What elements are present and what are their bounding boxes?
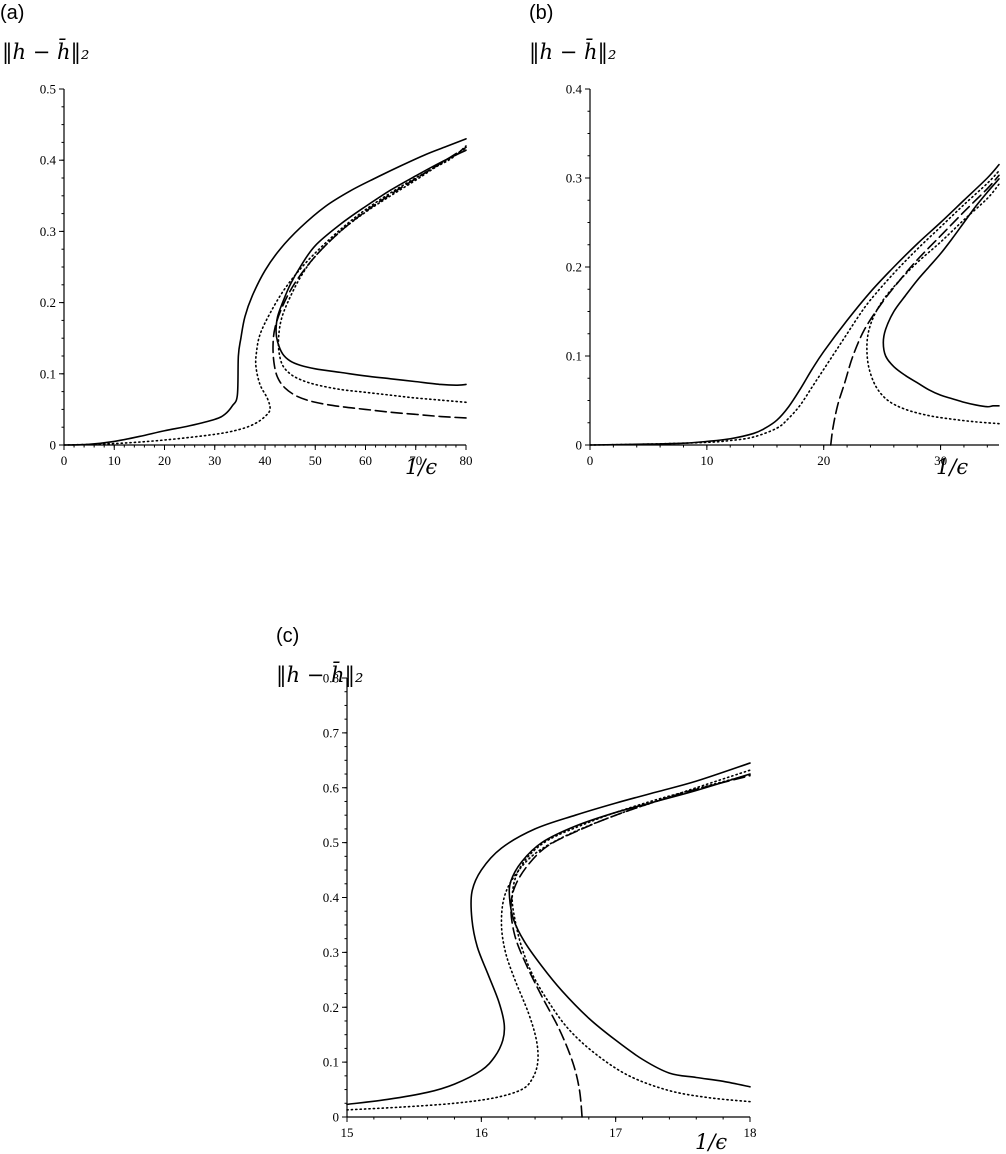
x-tick-label: 20 xyxy=(817,453,830,468)
panel-c-x-axis-title: 1/ϵ xyxy=(695,1130,727,1154)
y-tick-label: 0.7 xyxy=(323,725,340,740)
panel-c: (c) ‖h − h̄‖₂ 1/ϵ 15 16 17 18 0 0.1 0.2 0.3 0.4 0… xyxy=(276,625,757,1154)
series-b-1-solid xyxy=(589,163,1000,446)
x-tick-label: 10 xyxy=(108,453,121,468)
y-tick-label: 0.1 xyxy=(566,349,582,364)
series-c-5-dashed xyxy=(510,774,751,1118)
series-c-2-solid xyxy=(508,773,751,1088)
y-tick-label: 0.3 xyxy=(40,224,56,239)
x-tick-label: 10 xyxy=(700,453,713,468)
x-tick-label: 50 xyxy=(309,453,322,468)
panel-b-ticks: 0 10 20 30 0 0.1 0.2 0.3 0.4 xyxy=(566,82,988,468)
panel-c-y-axis-title: ‖h − h̄‖₂ xyxy=(276,661,363,688)
panel-c-series xyxy=(346,762,751,1118)
panel-b: (b) ‖h − h̄‖₂ 1/ϵ 0 10 20 30 0 0.1 0.2 0.3 0.4 xyxy=(529,2,1000,479)
x-tick-label: 18 xyxy=(744,1125,757,1140)
series-a-2-solid xyxy=(275,149,467,386)
x-tick-label: 80 xyxy=(460,453,473,468)
panel-a-series xyxy=(63,138,467,446)
y-tick-label: 0.1 xyxy=(40,366,56,381)
panel-c-ticks: 15 16 17 18 0 0.1 0.2 0.3 0.4 0.5 0.6 0.7 0.8 xyxy=(323,671,757,1141)
panel-a: (a) ‖h − h̄‖₂ 1/ϵ 0 10 20 30 40 50 60 70 8000.10… xyxy=(0,2,473,479)
y-tick-label: 0 xyxy=(50,438,57,453)
x-tick-label: 15 xyxy=(341,1125,354,1140)
panel-b-series xyxy=(589,163,1000,446)
y-tick-label: 0.2 xyxy=(566,260,582,275)
series-a-5-dashed xyxy=(272,146,467,419)
x-tick-label: 17 xyxy=(609,1125,623,1140)
panel-a-y-axis-title: ‖h − h̄‖₂ xyxy=(2,38,89,65)
series-c-1-solid xyxy=(346,762,751,1106)
x-tick-label: 70 xyxy=(409,453,422,468)
panel-a-label: (a) xyxy=(0,2,24,24)
series-b-5-dashed xyxy=(829,174,1000,446)
y-tick-label: 0.5 xyxy=(323,835,339,850)
y-tick-label: 0.4 xyxy=(566,82,583,97)
series-b-3-dotted xyxy=(589,170,1000,446)
x-tick-label: 30 xyxy=(934,453,947,468)
y-tick-label: 0 xyxy=(333,1110,340,1125)
series-b-2-solid xyxy=(882,178,1000,408)
y-tick-label: 0 xyxy=(576,438,583,453)
y-tick-label: 0.5 xyxy=(40,82,56,97)
x-tick-label: 0 xyxy=(587,453,594,468)
y-tick-label: 0.2 xyxy=(323,1000,339,1015)
x-tick-label: 0 xyxy=(61,453,68,468)
y-tick-label: 0.2 xyxy=(40,295,56,310)
x-tick-label: 40 xyxy=(259,453,272,468)
series-a-4-dotted xyxy=(277,147,467,404)
y-tick-label: 0.1 xyxy=(323,1055,339,1070)
y-tick-label: 0.4 xyxy=(40,153,57,168)
panel-a-ticks: 0 10 20 30 40 50 60 70 80 0 0.1 0.2 0.3 0.4 0.5 xyxy=(40,82,473,469)
panel-b-x-axis-title: 1/ϵ xyxy=(936,455,968,479)
x-tick-label: 20 xyxy=(158,453,171,468)
panel-b-label: (b) xyxy=(529,2,553,24)
x-tick-label: 60 xyxy=(359,453,372,468)
series-b-4-dotted xyxy=(866,183,1000,425)
y-tick-label: 0.8 xyxy=(323,671,339,686)
y-tick-label: 0.4 xyxy=(323,890,340,905)
series-a-1-solid xyxy=(63,138,467,446)
y-tick-label: 0.6 xyxy=(323,780,340,795)
series-c-3-dotted xyxy=(346,769,751,1111)
x-tick-label: 16 xyxy=(475,1125,489,1140)
series-c-4-dotted xyxy=(511,773,751,1103)
series-a-3-dotted xyxy=(63,145,467,446)
panel-b-y-axis-title: ‖h − h̄‖₂ xyxy=(529,38,616,65)
x-tick-label: 30 xyxy=(208,453,221,468)
y-tick-label: 0.3 xyxy=(323,945,339,960)
y-tick-label: 0.3 xyxy=(566,171,582,186)
panel-c-label: (c) xyxy=(276,625,299,647)
panel-a-x-axis-title: 1/ϵ xyxy=(405,455,437,479)
